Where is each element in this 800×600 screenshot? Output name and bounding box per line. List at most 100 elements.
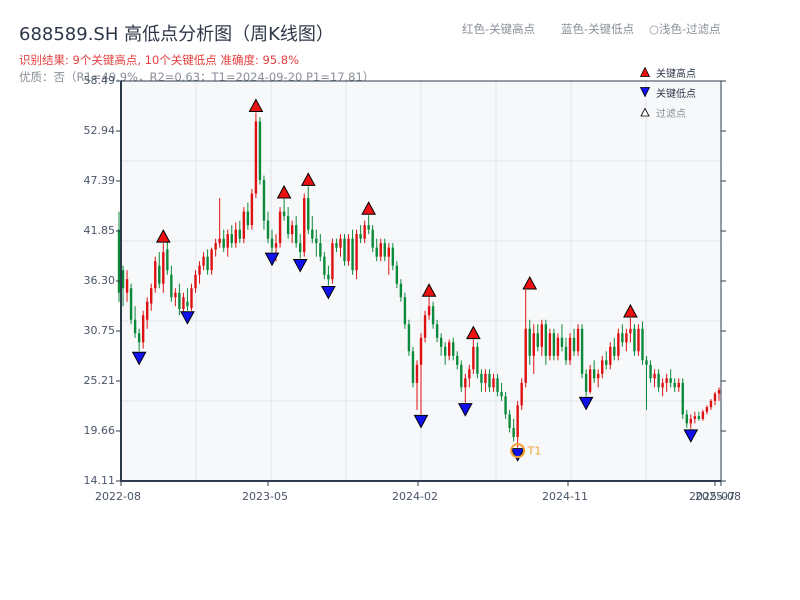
- candle: [516, 405, 519, 437]
- candle: [258, 121, 262, 181]
- y-tick-label: 19.66: [83, 424, 116, 437]
- candle: [669, 378, 672, 383]
- candle: [568, 337, 572, 361]
- candle: [282, 211, 286, 217]
- candle: [270, 238, 274, 248]
- candle: [580, 328, 584, 374]
- candle: [645, 360, 648, 365]
- pivot-markers: T1: [131, 98, 699, 462]
- candle: [552, 333, 556, 356]
- candle: [407, 324, 411, 352]
- key-low-marker: [180, 311, 195, 325]
- candle: [403, 297, 407, 325]
- candle: [443, 346, 447, 356]
- candle: [194, 274, 197, 289]
- candle: [335, 243, 338, 248]
- candle: [637, 328, 640, 352]
- candle: [367, 225, 370, 230]
- candle: [504, 396, 507, 415]
- candle: [496, 378, 499, 392]
- candle: [254, 121, 258, 194]
- candle: [319, 243, 322, 257]
- candle: [492, 378, 495, 388]
- candle: [218, 238, 221, 244]
- candle: [170, 274, 173, 298]
- key-low-marker: [413, 414, 429, 429]
- candle: [150, 288, 153, 304]
- x-tick-label: 2025-07: [689, 490, 735, 503]
- candle: [613, 346, 616, 356]
- candle: [419, 337, 423, 365]
- candle: [431, 306, 435, 325]
- candle: [681, 382, 684, 415]
- candle: [500, 391, 503, 397]
- candle: [588, 369, 592, 392]
- candle: [536, 333, 539, 347]
- candle: [508, 414, 511, 428]
- candle: [166, 249, 169, 271]
- key-low-marker: [131, 351, 147, 366]
- candle: [182, 297, 185, 309]
- candle: [657, 373, 660, 388]
- candle: [214, 243, 217, 250]
- candle: [343, 238, 346, 262]
- candle: [415, 364, 419, 383]
- candle: [456, 355, 459, 365]
- legend-label: 过滤点: [656, 108, 686, 120]
- candle: [411, 351, 415, 383]
- key-low-marker: [510, 448, 525, 462]
- t1-ring: [510, 443, 526, 459]
- x-tick-label: 2022-08: [95, 490, 141, 503]
- key-low-marker: [321, 286, 336, 300]
- x-tick-label: 2024-02: [392, 490, 438, 503]
- candle: [512, 427, 515, 437]
- candle: [274, 243, 278, 248]
- y-tick-label: 58.49: [83, 74, 116, 87]
- candles: [117, 112, 721, 448]
- key-high-marker: [248, 98, 264, 112]
- candle: [278, 211, 282, 244]
- key-low-marker: [264, 252, 280, 267]
- legend-item-high: 关键高点: [640, 62, 696, 82]
- candle: [560, 337, 564, 347]
- key-low-marker: [683, 429, 699, 443]
- candle: [242, 211, 246, 239]
- candle: [556, 337, 560, 356]
- key-high-marker: [466, 325, 481, 340]
- candle: [383, 243, 386, 257]
- key-high-marker: [155, 229, 171, 243]
- candle: [290, 225, 294, 235]
- candle: [145, 301, 149, 320]
- candle: [601, 360, 604, 374]
- candle: [665, 378, 668, 383]
- candle: [331, 243, 334, 280]
- color-legend-low: 蓝色-关键低点: [561, 22, 635, 36]
- key-high-marker: [623, 303, 638, 318]
- candle: [717, 390, 721, 394]
- candle: [307, 198, 310, 230]
- candle: [286, 216, 290, 235]
- candle: [327, 274, 330, 280]
- y-tick-label: 52.94: [83, 124, 116, 137]
- candle: [476, 346, 479, 374]
- candle: [347, 238, 350, 262]
- candle: [133, 319, 137, 334]
- candle: [141, 315, 145, 343]
- candle: [532, 333, 535, 356]
- candle: [460, 364, 463, 388]
- candle: [609, 346, 612, 365]
- candle: [423, 315, 427, 338]
- candle: [576, 328, 580, 352]
- y-tick-label: 25.21: [83, 374, 116, 387]
- candle: [689, 418, 693, 424]
- candle: [592, 369, 596, 379]
- candle: [705, 407, 709, 412]
- candle: [226, 234, 229, 248]
- candle: [387, 247, 390, 257]
- candle: [315, 238, 318, 244]
- axes: [116, 80, 726, 486]
- candle: [480, 373, 483, 383]
- candle: [238, 229, 242, 239]
- candle: [234, 229, 237, 244]
- candle: [427, 306, 431, 316]
